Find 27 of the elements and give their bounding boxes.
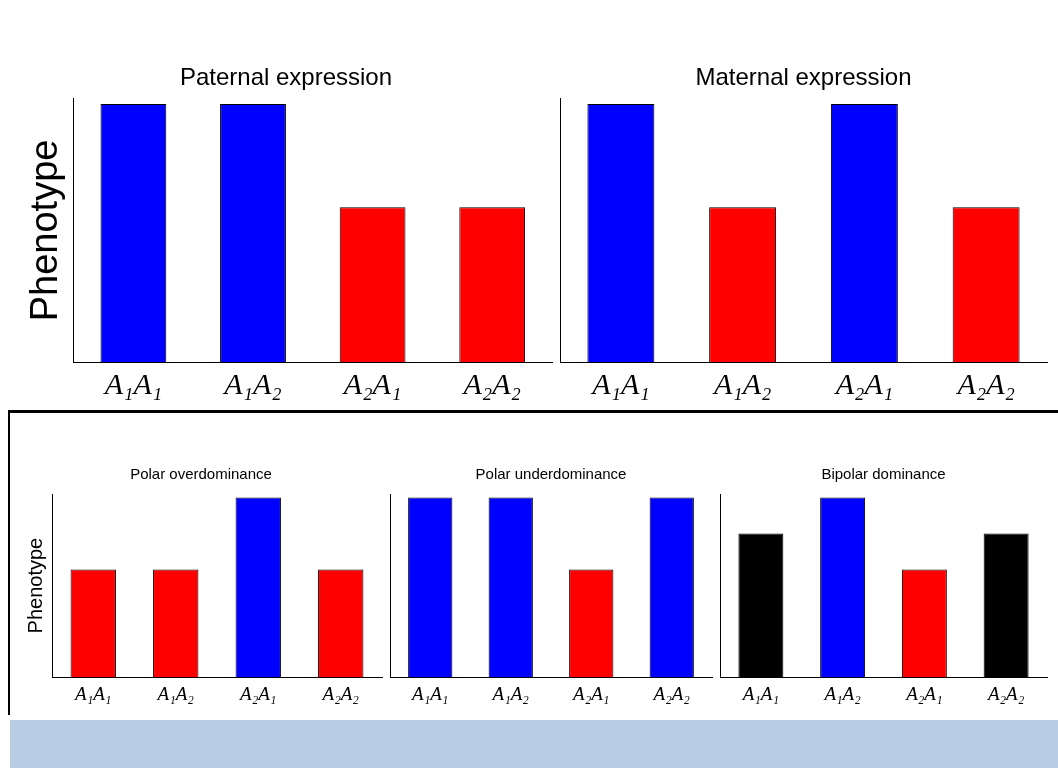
x-tick-label: A₂A₁: [238, 682, 277, 704]
x-tick-label: A₁A₁: [410, 682, 449, 704]
x-tick-label: A₂A₁: [833, 366, 894, 400]
x-tick-label: A₂A₂: [955, 366, 1015, 400]
x-tick-label: A₁A₂: [222, 366, 282, 400]
x-tick-label: A₂A₁: [904, 682, 943, 704]
y-axis-title: Phenotype: [23, 139, 66, 322]
x-tick-label: A₁A₁: [73, 682, 112, 704]
x-tick-label: A₂A₂: [651, 682, 691, 704]
x-tick-label: A₁A₁: [102, 366, 163, 400]
x-tick-label: A₂A₂: [985, 682, 1025, 704]
chart-title: Polar overdominance: [130, 465, 272, 483]
chart-title: Maternal expression: [695, 63, 912, 91]
x-tick-label: A₁A₁: [740, 682, 780, 704]
x-tick-label: A₂A₂: [461, 366, 521, 400]
x-tick-label: A₁A₁: [590, 366, 650, 400]
x-tick-label: A₂A₂: [320, 682, 360, 704]
chart-title: Bipolar dominance: [821, 465, 946, 483]
x-tick-label: A₁A₂: [711, 366, 772, 400]
x-tick-label: A₂A₁: [571, 682, 610, 704]
chart-title: Polar underdominance: [475, 465, 627, 483]
x-tick-label: A₁A₂: [155, 682, 195, 704]
x-tick-label: A₁A₂: [490, 682, 530, 704]
x-tick-label: A₂A₁: [341, 366, 402, 400]
chart-title: Paternal expression: [179, 63, 393, 91]
y-axis-title: Phenotype: [23, 537, 46, 634]
x-tick-label: A₁A₂: [822, 682, 862, 704]
